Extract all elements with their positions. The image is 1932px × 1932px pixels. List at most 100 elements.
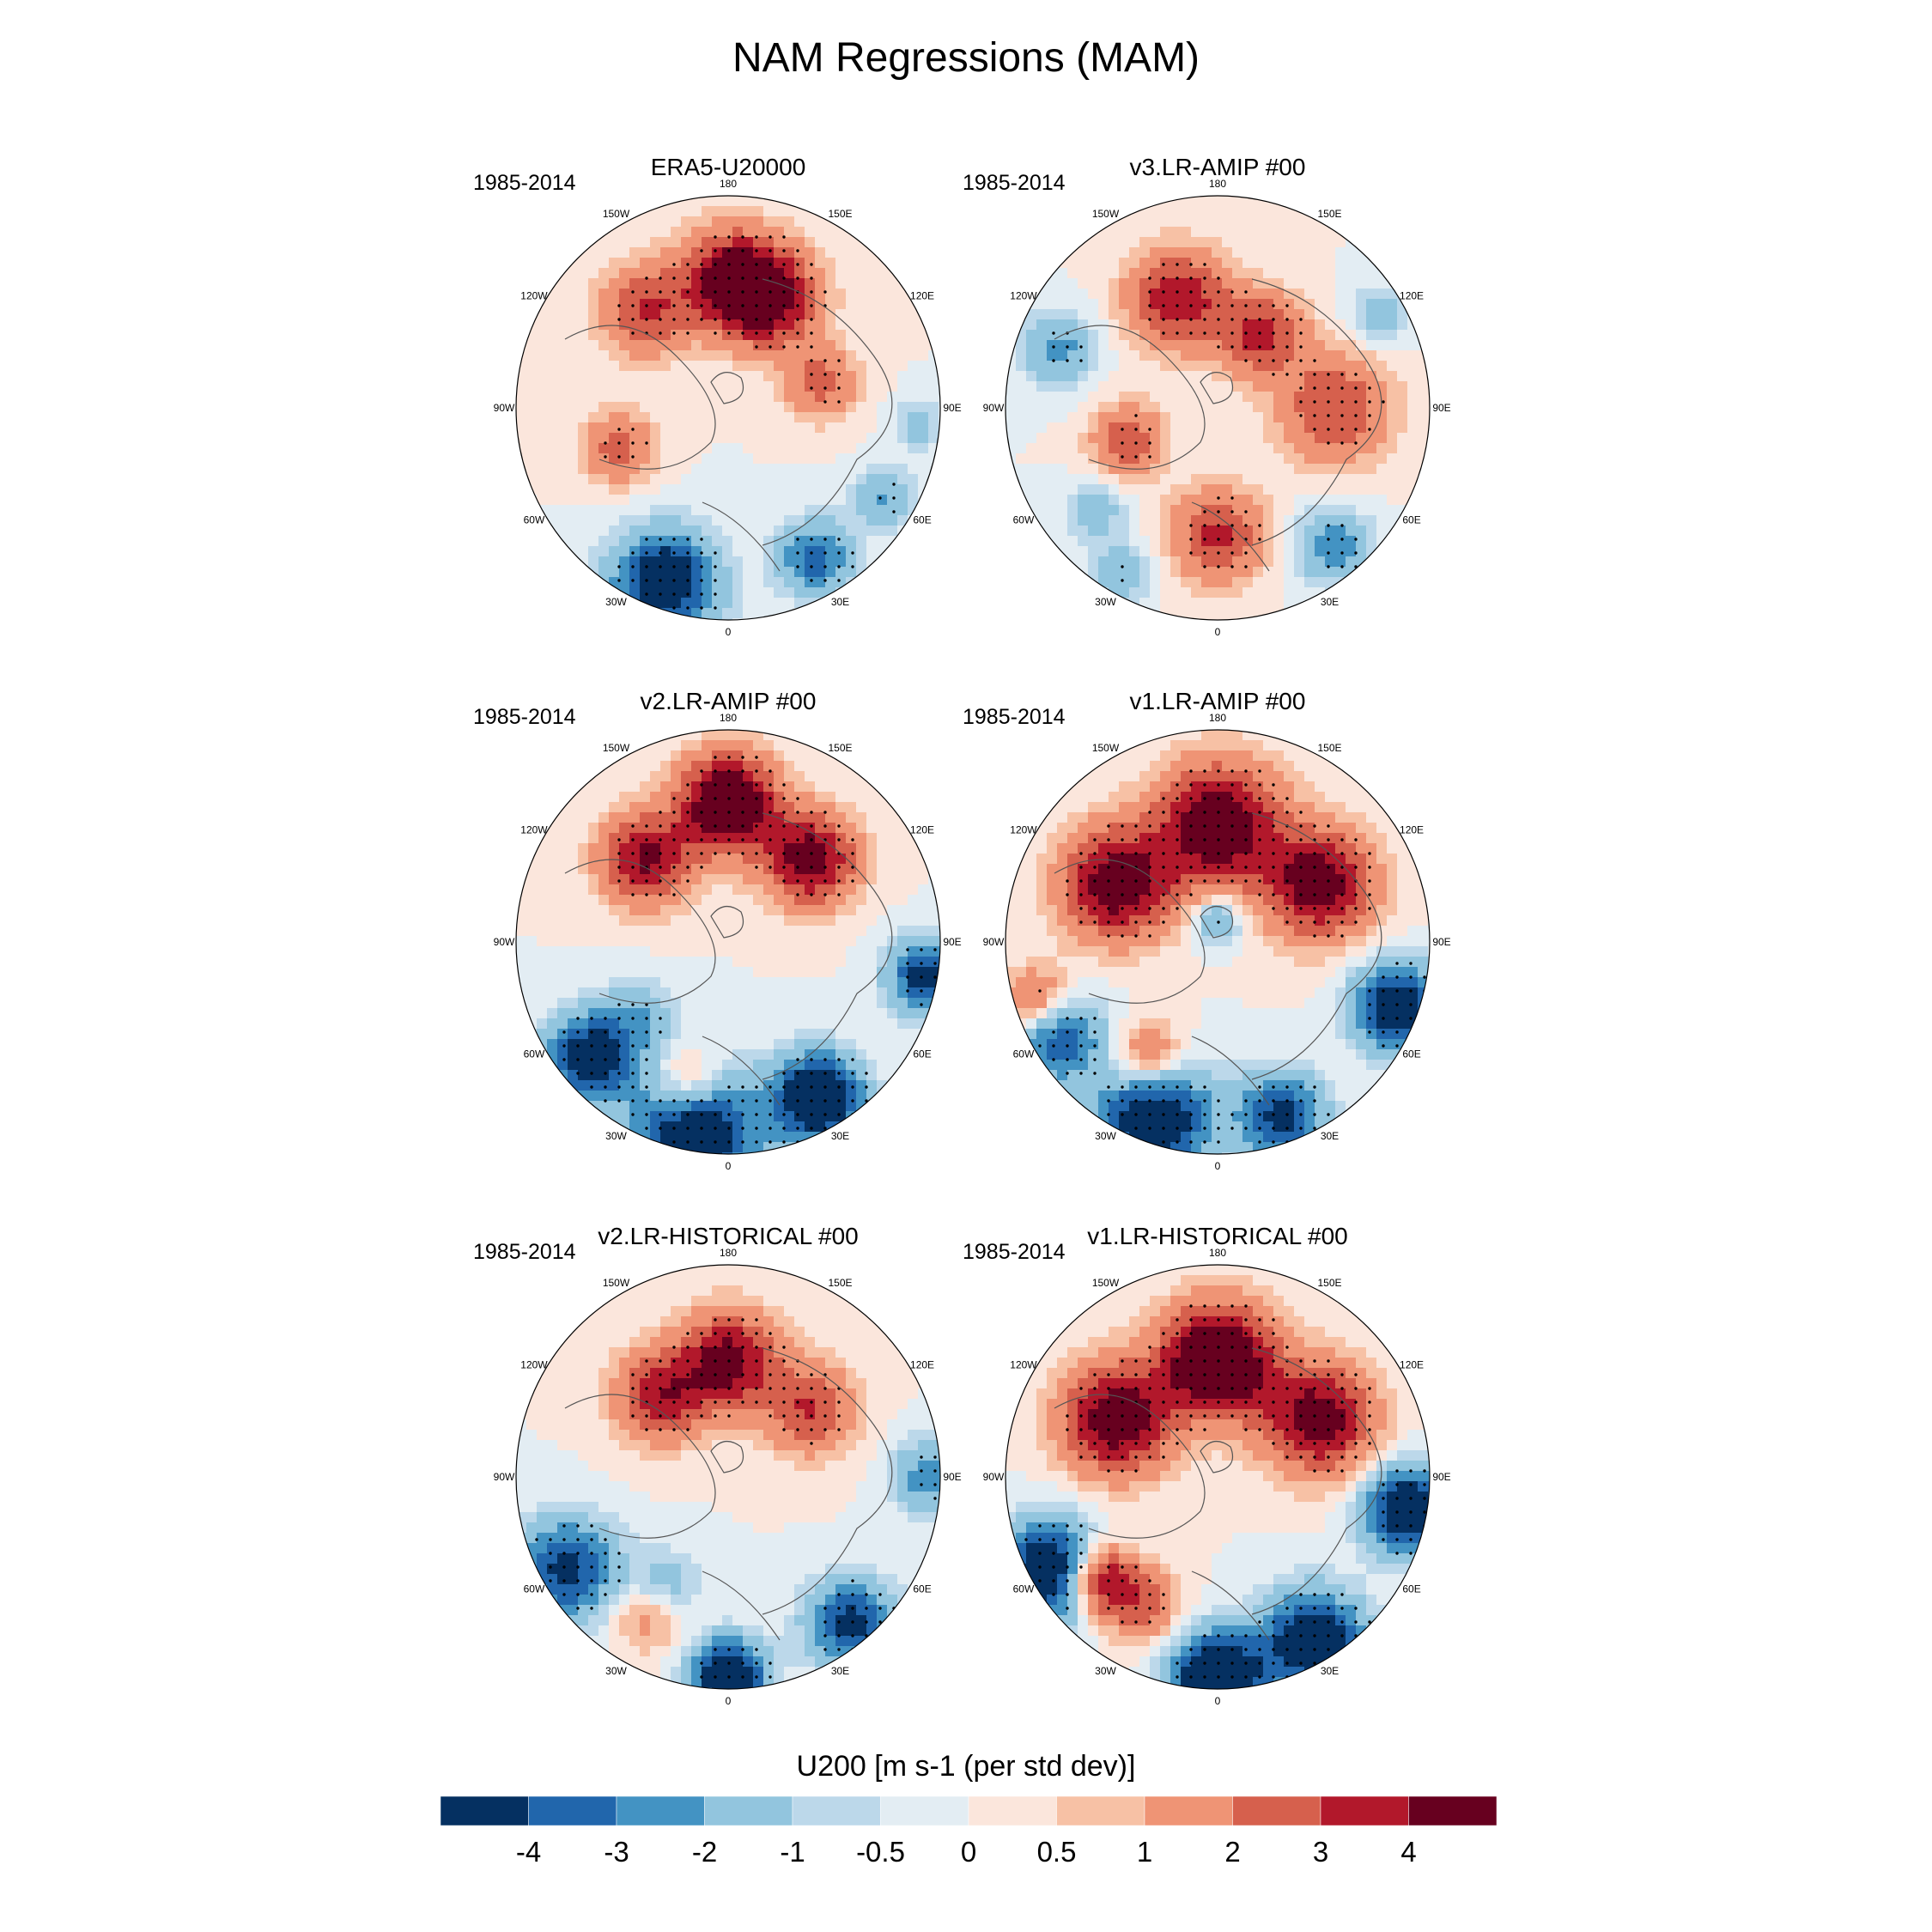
colorbar-tick-label: -4 xyxy=(516,1836,541,1868)
colorbar-segment xyxy=(792,1795,881,1826)
longitude-label: 30E xyxy=(1321,1665,1339,1677)
colorbar-tick-label: 2 xyxy=(1224,1836,1240,1868)
map-boundary xyxy=(1005,1264,1431,1690)
colorbar-tick-label: -3 xyxy=(604,1836,629,1868)
longitude-label: 30W xyxy=(605,596,627,608)
longitude-label: 90W xyxy=(494,402,515,414)
coastlines xyxy=(564,278,893,572)
map-boundary xyxy=(515,195,941,621)
coastlines xyxy=(564,812,893,1106)
colorbar-tick-label: -1 xyxy=(780,1836,805,1868)
longitude-label: 120W xyxy=(1010,290,1037,302)
longitude-label: 30W xyxy=(1095,1665,1116,1677)
u200-anomaly-field xyxy=(516,1265,940,1689)
longitude-label: 30E xyxy=(831,1130,849,1142)
longitude-label: 30W xyxy=(1095,596,1116,608)
longitude-label: 150W xyxy=(1092,208,1120,220)
longitude-label: 90W xyxy=(983,1471,1005,1483)
longitude-label: 90W xyxy=(983,402,1005,414)
longitude-label: 120W xyxy=(520,1359,548,1371)
map-panel: v2.LR-AMIP #00 1985-2014 180 150E 120E 90E 60E… xyxy=(473,688,962,1172)
panel-title: v1.LR-AMIP #00 xyxy=(1130,688,1306,714)
longitude-label: 120W xyxy=(520,290,548,302)
longitude-label: 60E xyxy=(1402,514,1420,526)
coastlines xyxy=(1054,1347,1382,1641)
map-panel: ERA5-U20000 1985-2014 180 150E 120E 90E 60E 30E… xyxy=(473,154,962,638)
colorbar-tick-label: -0.5 xyxy=(856,1836,905,1868)
panel-title: v2.LR-HISTORICAL #00 xyxy=(598,1223,858,1249)
colorbar-segment xyxy=(528,1795,617,1826)
colorbar-segment xyxy=(1232,1795,1321,1826)
longitude-label: 150E xyxy=(1317,208,1341,220)
longitude-label: 30W xyxy=(605,1665,627,1677)
longitude-label: 90E xyxy=(1432,936,1450,948)
longitude-label: 90E xyxy=(1432,402,1450,414)
colorbar-tick-label: -2 xyxy=(692,1836,717,1868)
longitude-label: 120W xyxy=(520,824,548,836)
map-panel: v2.LR-HISTORICAL #00 1985-2014 180 150E 120E… xyxy=(473,1223,962,1707)
longitude-label: 60W xyxy=(1013,1048,1035,1060)
longitude-label: 60W xyxy=(1013,514,1035,526)
map-boundary xyxy=(1005,195,1431,621)
map-boundary xyxy=(515,729,941,1155)
panel-period: 1985-2014 xyxy=(473,705,576,729)
longitude-label: 180 xyxy=(720,178,737,190)
colorbar-tick-label: 3 xyxy=(1313,1836,1328,1868)
colorbar: -4 -3 -2 -1 -0.5 0 0.5 1 2 3 4 xyxy=(440,1795,1498,1868)
u200-anomaly-field xyxy=(1005,730,1430,1154)
longitude-label: 150W xyxy=(603,208,630,220)
longitude-label: 60E xyxy=(913,1583,931,1595)
colorbar-tick-label: 1 xyxy=(1137,1836,1152,1868)
u200-anomaly-field xyxy=(516,730,940,1154)
significance-stippling xyxy=(604,235,896,610)
longitude-label: 60E xyxy=(913,1048,931,1060)
longitude-label: 30W xyxy=(1095,1130,1116,1142)
longitude-label: 90E xyxy=(943,402,961,414)
longitude-label: 60W xyxy=(524,514,545,526)
longitude-label: 120E xyxy=(1400,1359,1424,1371)
coastlines xyxy=(1054,278,1382,572)
figure-title: NAM Regressions (MAM) xyxy=(732,35,1200,81)
longitude-label: 60W xyxy=(1013,1583,1035,1595)
colorbar-tick-label: 4 xyxy=(1400,1836,1416,1868)
longitude-label: 30E xyxy=(831,596,849,608)
longitude-label: 150E xyxy=(1317,742,1341,754)
colorbar-segment xyxy=(1144,1795,1233,1826)
map-boundary xyxy=(515,1264,941,1690)
colorbar-tick-label: 0.5 xyxy=(1037,1836,1077,1868)
longitude-label: 90E xyxy=(943,1471,961,1483)
longitude-label: 150E xyxy=(828,1277,852,1289)
significance-stippling xyxy=(1038,769,1426,1144)
longitude-label: 180 xyxy=(1209,1247,1226,1259)
u200-anomaly-field xyxy=(1005,1265,1430,1689)
colorbar-segment xyxy=(1056,1795,1145,1826)
longitude-label: 60E xyxy=(913,514,931,526)
significance-stippling xyxy=(562,756,937,1144)
longitude-label: 30E xyxy=(831,1665,849,1677)
longitude-label: 180 xyxy=(720,712,737,724)
longitude-label: 60E xyxy=(1402,1583,1420,1595)
panel-period: 1985-2014 xyxy=(963,705,1066,729)
longitude-label: 0 xyxy=(1215,1695,1221,1707)
longitude-label: 150W xyxy=(1092,1277,1120,1289)
u200-anomaly-field xyxy=(1005,196,1430,620)
panel-period: 1985-2014 xyxy=(473,171,576,195)
coastlines xyxy=(564,1347,893,1641)
colorbar-title: U200 [m s-1 (per std dev)] xyxy=(796,1750,1136,1783)
longitude-label: 0 xyxy=(726,1160,732,1172)
colorbar-segment xyxy=(968,1795,1057,1826)
longitude-label: 150W xyxy=(603,1277,630,1289)
colorbar-segment xyxy=(616,1795,705,1826)
panel-title: v3.LR-AMIP #00 xyxy=(1130,154,1306,180)
longitude-label: 30E xyxy=(1321,596,1339,608)
longitude-label: 120E xyxy=(910,824,934,836)
longitude-label: 30W xyxy=(605,1130,627,1142)
longitude-label: 150E xyxy=(828,742,852,754)
panel-period: 1985-2014 xyxy=(963,171,1066,195)
longitude-label: 90E xyxy=(1432,1471,1450,1483)
map-panel: v3.LR-AMIP #00 1985-2014 180 150E 120E 90E 60E… xyxy=(963,154,1451,638)
longitude-label: 0 xyxy=(1215,1160,1221,1172)
coastlines xyxy=(1054,812,1382,1106)
